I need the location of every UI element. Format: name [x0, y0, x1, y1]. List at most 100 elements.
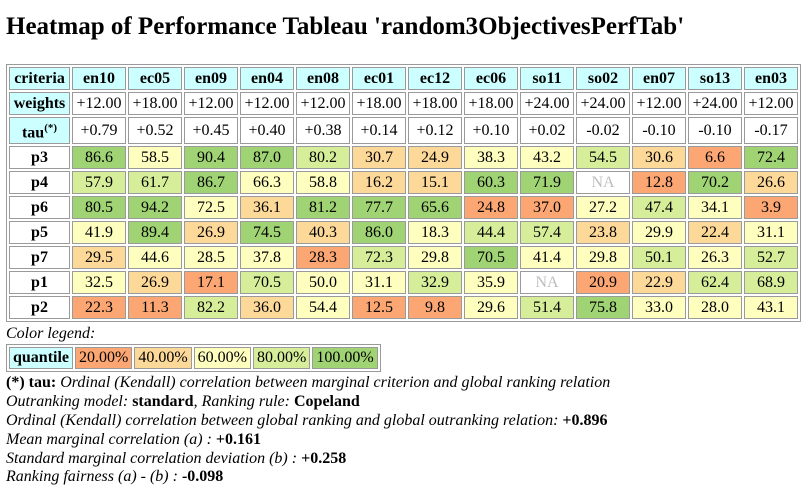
tau-value: -0.10 — [632, 117, 686, 145]
criterion-label: ec12 — [408, 67, 462, 90]
heatmap-cell: 41.4 — [520, 246, 574, 270]
weight-value: +12.00 — [296, 92, 350, 115]
heatmap-cell: 68.9 — [744, 271, 798, 295]
heatmap-cell: 71.9 — [520, 171, 574, 195]
heatmap-cell: 38.3 — [464, 146, 518, 170]
heatmap-cell: 61.7 — [128, 171, 182, 195]
tau-value: +0.45 — [184, 117, 238, 145]
criterion-label: ec05 — [128, 67, 182, 90]
heatmap-cell: 80.5 — [72, 196, 126, 220]
model-label: Outranking model: — [6, 393, 129, 411]
heatmap-cell: 50.0 — [296, 271, 350, 295]
action-label: p5 — [9, 221, 70, 245]
heatmap-cell: 6.6 — [688, 146, 742, 170]
heatmap-cell: NA — [520, 271, 574, 295]
mean-note: Mean marginal correlation (a) : +0.161 — [6, 431, 802, 450]
heatmap-cell: 26.9 — [184, 221, 238, 245]
tau-value: -0.10 — [688, 117, 742, 145]
heatmap-cell: 29.9 — [632, 221, 686, 245]
table-row: p4 57.9 61.7 86.7 66.3 58.8 16.2 15.1 60.3 71.9 NA… — [9, 171, 798, 195]
heatmap-cell: 22.3 — [72, 296, 126, 320]
fairness-value: -0.098 — [181, 468, 224, 486]
tau-value: +0.10 — [464, 117, 518, 145]
heatmap-cell: 90.4 — [184, 146, 238, 170]
criterion-label: so02 — [576, 67, 630, 90]
weight-value: +18.00 — [128, 92, 182, 115]
heatmap-cell: 33.0 — [632, 296, 686, 320]
heatmap-cell: 29.5 — [72, 246, 126, 270]
fairness-note: Ranking fairness (a) - (b) : -0.098 — [6, 468, 802, 487]
heatmap-cell: 36.0 — [240, 296, 294, 320]
heatmap-cell: 94.2 — [128, 196, 182, 220]
heatmap-cell: 32.9 — [408, 271, 462, 295]
tau-value: +0.52 — [128, 117, 182, 145]
criterion-label: so11 — [520, 67, 574, 90]
heatmap-cell: 72.5 — [184, 196, 238, 220]
heatmap-cell: 58.8 — [296, 171, 350, 195]
page-title: Heatmap of Performance Tableau 'random3O… — [6, 13, 685, 40]
heatmap-cell: 70.5 — [464, 246, 518, 270]
legend-title: Color legend: — [6, 325, 96, 343]
tau-value: +0.14 — [352, 117, 406, 145]
heatmap-cell: 24.8 — [464, 196, 518, 220]
heatmap-cell: 43.1 — [744, 296, 798, 320]
criterion-label: so13 — [688, 67, 742, 90]
heatmap-cell: 16.2 — [352, 171, 406, 195]
heatmap-cell: 65.6 — [408, 196, 462, 220]
color-legend: quantile 20.00% 40.00% 60.00% 80.00% 100.00% — [6, 344, 381, 373]
table-row: p6 80.5 94.2 72.5 36.1 81.2 77.7 65.6 24.8 37.0 27… — [9, 196, 798, 220]
tau-header-label: tau — [21, 124, 45, 142]
heatmap-cell: 51.4 — [520, 296, 574, 320]
heatmap-cell: 40.3 — [296, 221, 350, 245]
heatmap-cell: 12.8 — [632, 171, 686, 195]
criterion-label: en04 — [240, 67, 294, 90]
heatmap-cell: 24.9 — [408, 146, 462, 170]
heatmap-cell: 89.4 — [128, 221, 182, 245]
criteria-header: criteria — [9, 67, 70, 90]
std-label: Standard marginal correlation deviation … — [6, 449, 298, 467]
heatmap-cell: 15.1 — [408, 171, 462, 195]
heatmap-cell: 87.0 — [240, 146, 294, 170]
heatmap-cell: 80.2 — [296, 146, 350, 170]
weight-value: +12.00 — [744, 92, 798, 115]
table-row: p5 41.9 89.4 26.9 74.5 40.3 86.0 18.3 44.4 57.4 23… — [9, 221, 798, 245]
tau-value: +0.38 — [296, 117, 350, 145]
weight-value: +24.00 — [576, 92, 630, 115]
heatmap-cell: 27.2 — [576, 196, 630, 220]
table-row: p2 22.3 11.3 82.2 36.0 54.4 12.5 9.8 29.6 51.4 75.… — [9, 296, 798, 320]
action-label: p2 — [9, 296, 70, 320]
weight-value: +18.00 — [352, 92, 406, 115]
rule-value: Copeland — [293, 393, 360, 411]
criterion-label: en09 — [184, 67, 238, 90]
model-value: standard — [132, 393, 194, 411]
legend-header: quantile — [9, 347, 74, 370]
weight-value: +24.00 — [688, 92, 742, 115]
ordinal-value: +0.896 — [562, 411, 608, 429]
heatmap-cell: 30.6 — [632, 146, 686, 170]
action-label: p6 — [9, 196, 70, 220]
heatmap-cell: 30.7 — [352, 146, 406, 170]
heatmap-cell: 70.5 — [240, 271, 294, 295]
action-label: p4 — [9, 171, 70, 195]
heatmap-cell: 52.7 — [744, 246, 798, 270]
action-label: p1 — [9, 271, 70, 295]
heatmap-cell: 50.1 — [632, 246, 686, 270]
heatmap-cell: 12.5 — [352, 296, 406, 320]
tau-value: +0.79 — [72, 117, 126, 145]
heatmap-cell: 11.3 — [128, 296, 182, 320]
heatmap-cell: 86.0 — [352, 221, 406, 245]
tau-header: tau(*) — [9, 117, 70, 145]
tau-value: +0.02 — [520, 117, 574, 145]
legend-swatch: 100.00% — [312, 347, 378, 370]
criterion-label: en03 — [744, 67, 798, 90]
std-note: Standard marginal correlation deviation … — [6, 450, 802, 469]
mean-value: +0.161 — [215, 430, 262, 448]
heatmap-cell: 72.4 — [744, 146, 798, 170]
tau-value: +0.40 — [240, 117, 294, 145]
action-label: p7 — [9, 246, 70, 270]
legend-swatch: 60.00% — [193, 347, 251, 370]
heatmap-cell: 26.9 — [128, 271, 182, 295]
ordinal-note: Ordinal (Kendall) correlation between gl… — [6, 412, 802, 431]
heatmap-cell: 28.5 — [184, 246, 238, 270]
